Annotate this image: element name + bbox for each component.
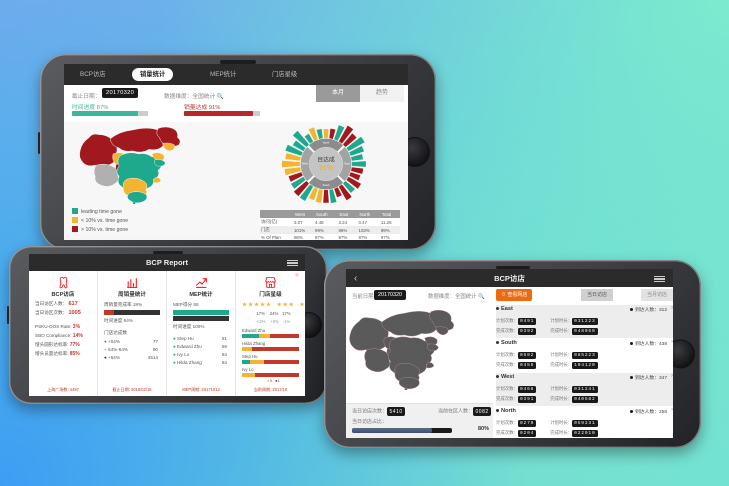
svg-text:North: North xyxy=(323,141,330,145)
svg-text:West: West xyxy=(302,162,308,166)
svg-text:East: East xyxy=(344,162,350,166)
svg-text:South: South xyxy=(323,183,330,187)
svg-text:91%: 91% xyxy=(319,165,334,172)
